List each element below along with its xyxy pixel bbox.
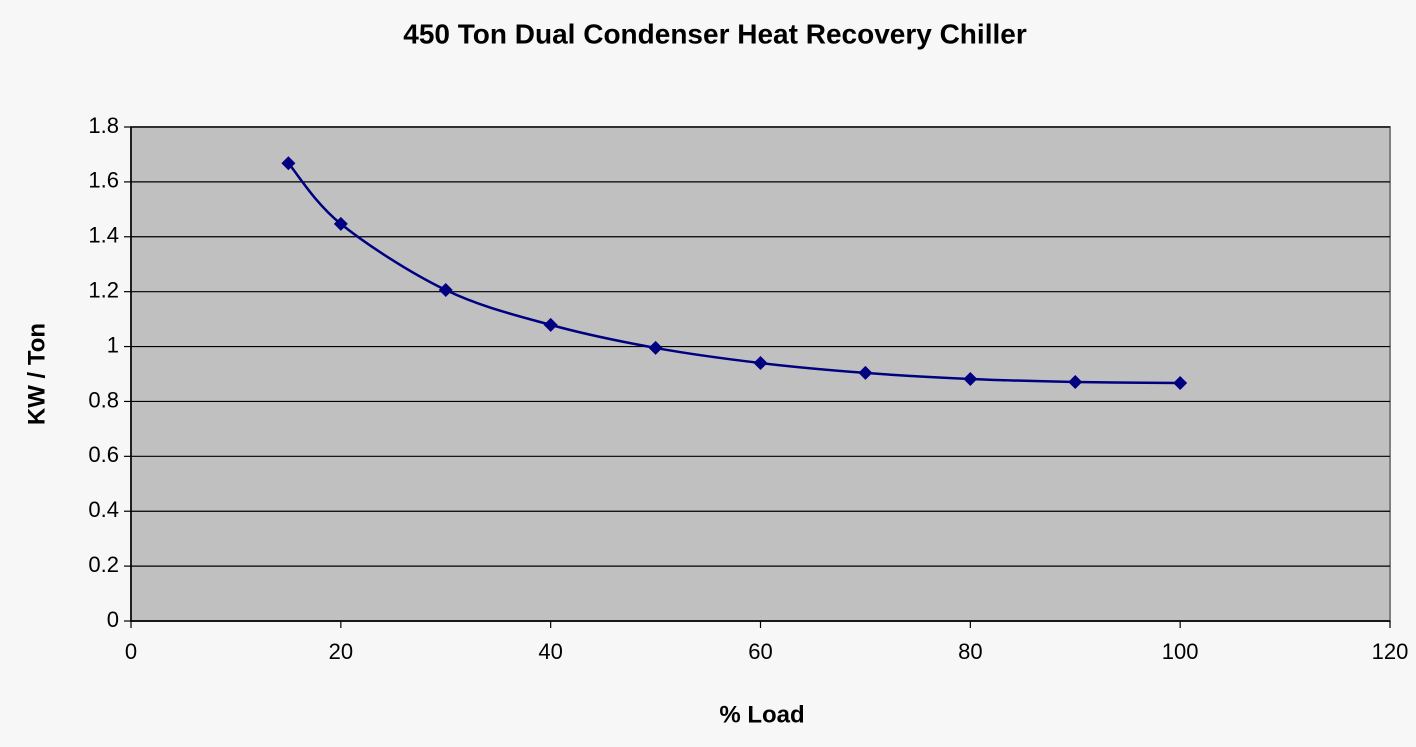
x-tick-label: 100 (1162, 639, 1199, 664)
y-axis-label: KW / Ton (23, 323, 50, 425)
y-tick-label: 1.8 (88, 113, 119, 138)
y-tick-label: 1.4 (88, 223, 119, 248)
marker (333, 216, 348, 231)
y-tick-label: 0.8 (88, 387, 119, 412)
marker (858, 365, 873, 380)
marker (543, 317, 558, 332)
marker (648, 340, 663, 355)
y-tick-label: 0 (107, 607, 119, 632)
y-tick-label: 0.2 (88, 552, 119, 577)
marker (753, 356, 768, 371)
marker (1173, 376, 1188, 391)
x-tick-label: 120 (1372, 639, 1409, 664)
x-tick-label: 40 (538, 639, 562, 664)
x-tick-label: 0 (125, 639, 137, 664)
y-tick-label: 1 (107, 332, 119, 357)
y-tick-label: 1.2 (88, 277, 119, 302)
x-tick-label: 60 (748, 639, 772, 664)
x-tick-label: 80 (958, 639, 982, 664)
marker (438, 283, 453, 298)
marker (281, 156, 296, 171)
chart-title: 450 Ton Dual Condenser Heat Recovery Chi… (403, 18, 1027, 49)
y-tick-label: 0.6 (88, 442, 119, 467)
x-axis-label: % Load (719, 701, 804, 728)
y-tick-label: 1.6 (88, 168, 119, 193)
series-line (287, 162, 1181, 385)
plot-area (130, 126, 1391, 622)
x-tick-label: 20 (329, 639, 353, 664)
marker (963, 371, 978, 386)
marker (1068, 374, 1083, 389)
y-tick-label: 0.4 (88, 497, 119, 522)
